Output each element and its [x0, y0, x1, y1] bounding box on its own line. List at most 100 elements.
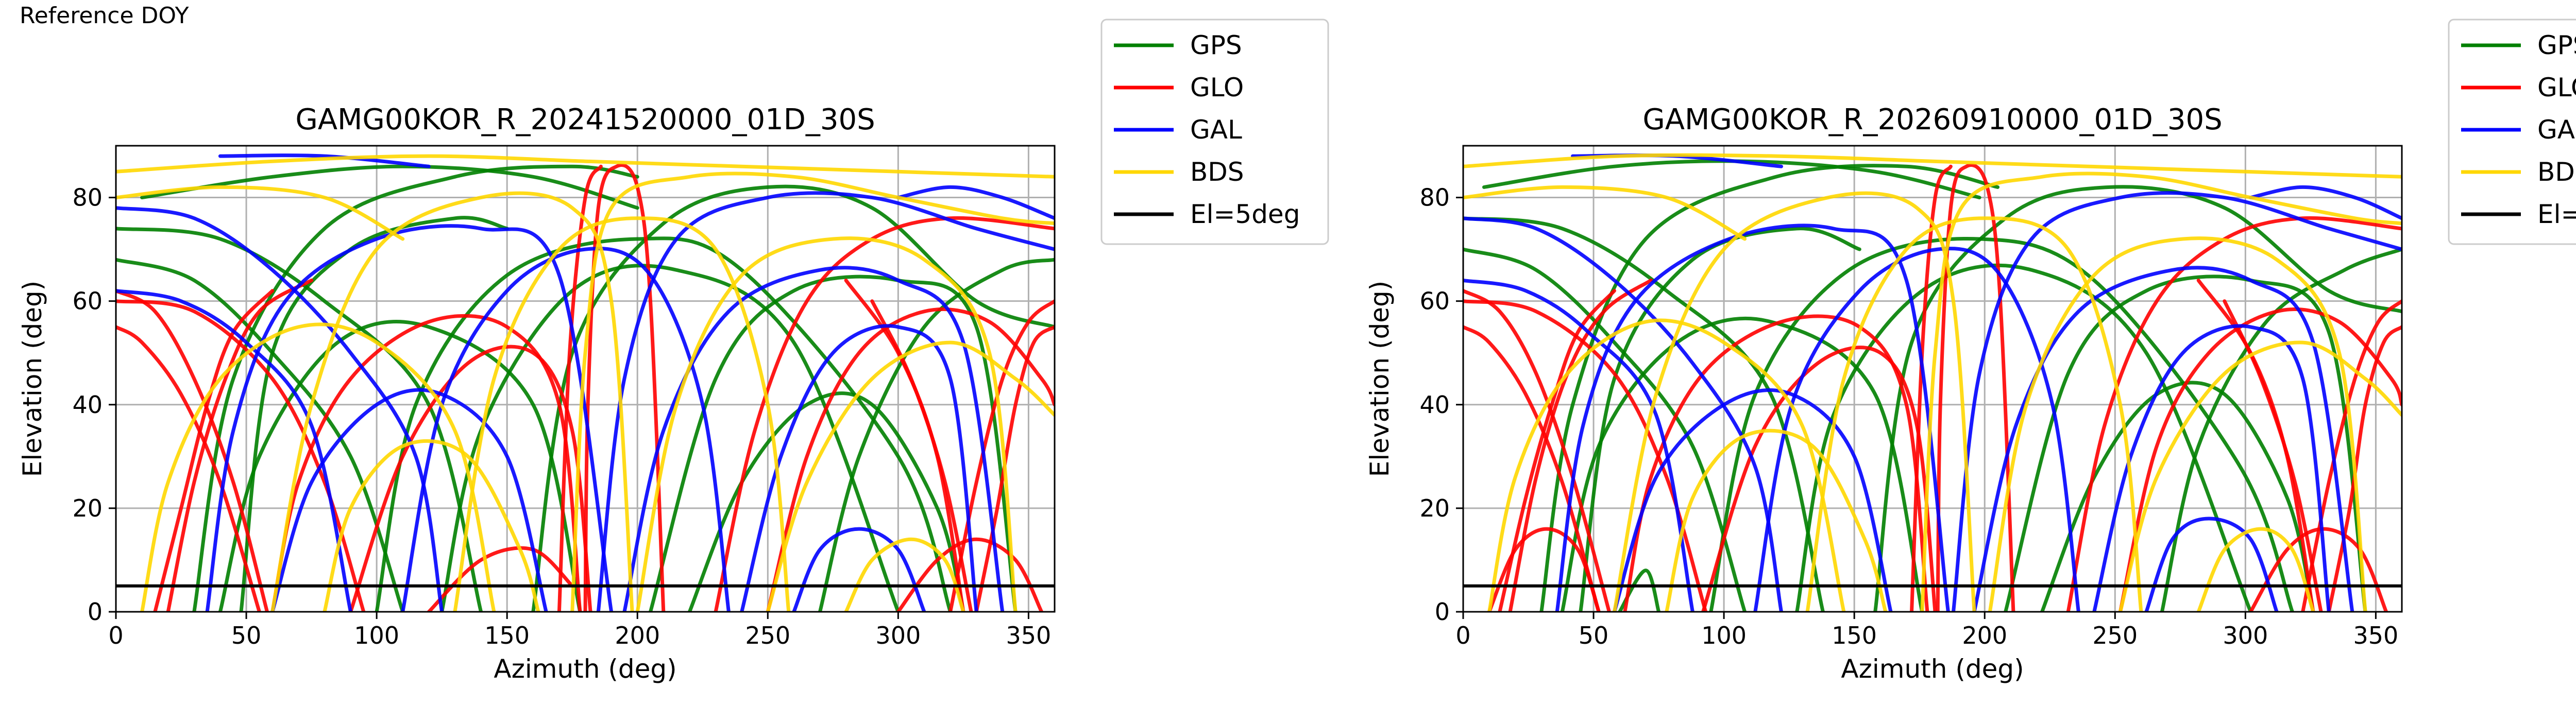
bds-arc [844, 537, 965, 612]
bds-arc [1463, 185, 1747, 241]
legend-label: El=5deg [1190, 199, 1300, 229]
bds-arc [2118, 340, 2402, 612]
x-axis-label: Azimuth (deg) [1841, 654, 2024, 684]
glo-arc [583, 163, 666, 612]
gps-arc [1579, 227, 1861, 612]
x-tick-label: 250 [2092, 622, 2138, 649]
gal-arc [792, 527, 926, 612]
glo-arc [2118, 307, 2402, 612]
x-axis-label: Azimuth (deg) [494, 654, 676, 684]
glo-arc [1487, 527, 1601, 612]
gal-arc [596, 191, 1055, 612]
glo-arc [1701, 346, 1937, 612]
glo-arc [1623, 314, 1929, 612]
glo-arc [166, 278, 314, 612]
gal-arc [270, 388, 548, 612]
bds-arc [1988, 236, 2367, 612]
legend-label: BDS [1190, 157, 1244, 187]
x-tick-label: 250 [745, 622, 790, 649]
gps-arc [2040, 381, 2315, 612]
x-tick-label: 0 [1455, 622, 1470, 649]
legend-label: GLO [1190, 73, 1244, 102]
bds-arc [116, 185, 405, 241]
glo-arc [896, 537, 1044, 612]
x-tick-label: 50 [231, 622, 262, 649]
gps-arc [192, 164, 639, 612]
chart-panel-right: 0 50 100 150 200 250 300 350 0 20 40 60 80 GAMG00KOR_… [1365, 19, 2576, 684]
gal-arc [1753, 247, 2080, 612]
y-tick-label: 0 [88, 598, 103, 626]
bds-arc [635, 236, 1018, 612]
y-axis-label: Elevation (deg) [1365, 281, 1395, 477]
x-tick-label: 200 [615, 622, 660, 649]
legend-label: GLO [2537, 73, 2576, 102]
bds-arc [570, 171, 1055, 612]
gal-arc [622, 266, 1005, 612]
gal-arc [1972, 266, 2354, 612]
axes-frame [115, 145, 1056, 613]
gps-arc [1539, 164, 1999, 612]
glo-arc [974, 325, 1055, 612]
legend-label: BDS [2537, 157, 2576, 187]
y-tick-label: 20 [1419, 494, 1450, 522]
gal-arc [896, 185, 1055, 220]
reference-doy-label: Reference DOY [20, 3, 189, 29]
glo-arc [948, 299, 1055, 612]
gal-arc [2092, 324, 2331, 612]
glo-arc [766, 307, 1055, 612]
y-tick-label: 80 [1419, 184, 1450, 212]
gal-arc [1952, 191, 2402, 612]
axes-frame [1462, 145, 2403, 613]
chart-title: GAMG00KOR_R_20260910000_01D_30S [1642, 103, 2222, 136]
x-tick-label: 350 [1006, 622, 1051, 649]
y-tick-label: 60 [72, 287, 103, 315]
gal-arc [116, 289, 352, 612]
gal-arc [218, 153, 431, 168]
gal-arc [2144, 517, 2279, 612]
x-tick-label: 100 [354, 622, 399, 649]
bds-arc [1613, 191, 1976, 612]
gps-arc [687, 391, 965, 612]
glo-arc [270, 314, 582, 612]
glo-arc [427, 546, 574, 612]
legend: GPS GLO GAL BDS El=5deg [1100, 19, 1329, 245]
x-tick-label: 150 [1832, 622, 1877, 649]
glo-arc [2196, 278, 2315, 612]
x-tick-label: 300 [875, 622, 921, 649]
glo-arc [844, 278, 965, 612]
chart-title: GAMG00KOR_R_20241520000_01D_30S [295, 103, 875, 136]
y-tick-label: 80 [72, 184, 103, 212]
gps-arc [218, 319, 582, 612]
plot-lines [1463, 153, 2402, 612]
gal-arc [740, 324, 978, 612]
gps-arc [1463, 216, 1825, 612]
gal-arc [1613, 388, 1893, 612]
bds-arc [1487, 318, 1846, 612]
glo-arc [714, 216, 1055, 612]
legend-box [1100, 19, 1329, 245]
legend-label: GPS [1190, 30, 1242, 60]
bds-arc [270, 191, 634, 612]
legend-label: GAL [2537, 115, 2576, 145]
bds-arc [323, 439, 540, 612]
glo-arc [1463, 289, 1611, 612]
glo-arc [2249, 527, 2388, 612]
glo-arc [2327, 325, 2402, 612]
y-tick-label: 0 [1435, 598, 1450, 626]
bds-arc [1920, 171, 2402, 612]
series-bds [1463, 153, 2402, 612]
gps-arc [239, 216, 509, 612]
bds-arc [1665, 428, 1888, 612]
y-tick-label: 40 [72, 391, 103, 419]
gal-arc [1463, 216, 1783, 612]
gps-arc [375, 236, 953, 612]
legend-box [2448, 19, 2576, 245]
x-tick-label: 300 [2223, 622, 2268, 649]
series-glo [1463, 163, 2402, 612]
gal-arc [116, 206, 444, 612]
gal-arc [1463, 278, 1694, 612]
gps-arc [1463, 247, 1747, 612]
y-tick-label: 20 [72, 494, 103, 522]
x-tick-label: 100 [1701, 622, 1747, 649]
